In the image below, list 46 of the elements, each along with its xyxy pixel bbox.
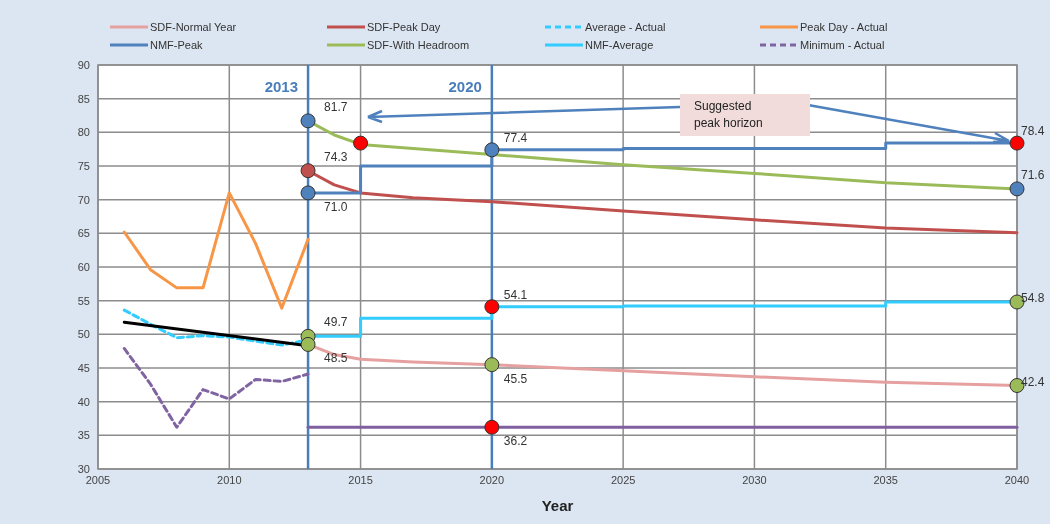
legend-label: SDF-Peak Day (367, 21, 441, 33)
legend-label: Minimum - Actual (800, 39, 885, 51)
legend-label: Peak Day - Actual (800, 21, 888, 33)
y-tick-label: 65 (77, 227, 90, 240)
data-label: 74.3 (324, 149, 348, 164)
data-label: 48.5 (324, 351, 348, 366)
data-label: 81.7 (324, 99, 348, 114)
legend-label: SDF-Normal Year (150, 21, 237, 33)
y-tick-label: 55 (77, 294, 90, 307)
data-label: 54.8 (1021, 291, 1045, 306)
data-label: 78.4 (1021, 124, 1045, 139)
data-label: 36.2 (503, 434, 528, 449)
x-tick-label: 2010 (217, 474, 242, 486)
x-tick-label: 2025 (610, 474, 636, 486)
x-tick-label: 2015 (348, 474, 373, 486)
data-label: 71.6 (1021, 167, 1045, 182)
x-axis-title: Year (541, 497, 574, 514)
x-tick-label: 2040 (1004, 474, 1030, 486)
y-tick-label: 70 (77, 193, 90, 206)
y-tick-label: 50 (77, 328, 90, 341)
y-tick-label: 40 (77, 395, 90, 408)
legend-label: NMF-Average (585, 39, 654, 51)
x-tick-label: 2035 (873, 474, 898, 486)
legend-label: SDF-With Headroom (367, 39, 470, 51)
data-label: 42.4 (1021, 374, 1045, 389)
y-tick-label: 60 (77, 261, 90, 273)
data-label: 77.4 (503, 130, 528, 145)
legend-label: Average - Actual (585, 21, 666, 33)
y-tick-label: 30 (77, 463, 90, 475)
x-tick-label: 2020 (479, 474, 505, 486)
y-tick-label: 75 (77, 160, 90, 172)
data-label: 45.5 (503, 371, 528, 386)
data-label: 54.1 (503, 287, 528, 302)
x-tick-label: 2005 (85, 474, 111, 486)
y-tick-label: 80 (77, 126, 90, 139)
y-tick-label: 85 (77, 92, 90, 105)
annotation: Suggested peak horizon (694, 99, 763, 130)
ref-line-label: 2013 (264, 78, 299, 95)
ref-line-label: 2020 (448, 78, 482, 95)
y-tick-label: 35 (77, 429, 90, 442)
data-label: 49.7 (324, 315, 348, 330)
legend-label: NMF-Peak (150, 39, 204, 51)
x-tick-label: 2030 (742, 474, 767, 486)
data-label: 71.0 (324, 199, 348, 214)
y-tick-label: 90 (77, 59, 90, 71)
y-tick-label: 45 (77, 362, 90, 374)
